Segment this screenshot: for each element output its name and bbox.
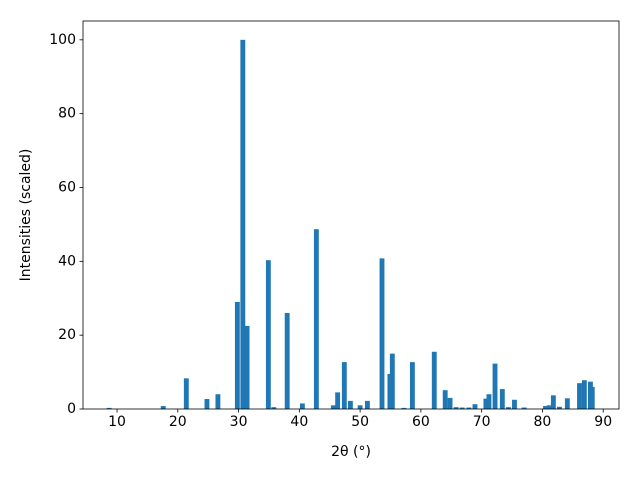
bar xyxy=(106,407,112,409)
bar xyxy=(564,398,570,409)
bar xyxy=(379,258,385,409)
bar xyxy=(204,399,210,409)
bar xyxy=(313,229,319,409)
bar xyxy=(466,407,472,409)
bar xyxy=(401,407,407,409)
bar xyxy=(577,383,582,409)
bar xyxy=(215,394,221,409)
x-tick-label: 70 xyxy=(473,414,491,430)
bar xyxy=(364,400,370,409)
y-tick-label: 20 xyxy=(58,327,76,343)
bar xyxy=(330,405,336,409)
bar xyxy=(244,325,250,409)
bar xyxy=(335,392,341,409)
bar xyxy=(271,407,277,409)
bar xyxy=(486,394,492,409)
bar xyxy=(589,386,595,409)
bar xyxy=(472,404,478,409)
axes-frame xyxy=(82,20,620,410)
x-tick-label: 30 xyxy=(230,414,248,430)
bar xyxy=(581,380,587,409)
bar xyxy=(505,407,511,409)
bar xyxy=(447,397,453,409)
bar xyxy=(459,407,465,409)
x-tick-label: 10 xyxy=(108,414,126,430)
bar xyxy=(160,406,166,409)
y-axis-label: Intensities (scaled) xyxy=(18,149,34,282)
x-tick-label: 90 xyxy=(594,414,612,430)
bar xyxy=(550,395,556,409)
x-tick-label: 40 xyxy=(290,414,308,430)
x-tick-label: 20 xyxy=(169,414,187,430)
bar xyxy=(389,353,395,409)
y-tick-label: 80 xyxy=(58,106,76,122)
bar xyxy=(557,406,562,409)
x-axis-label: 2θ (°) xyxy=(331,444,371,460)
bar xyxy=(442,390,448,409)
bar xyxy=(341,362,347,409)
bar xyxy=(431,351,437,409)
bar xyxy=(357,405,363,409)
bar xyxy=(499,389,505,409)
bar xyxy=(483,398,489,409)
bar xyxy=(512,399,517,409)
bar xyxy=(521,407,527,409)
bar xyxy=(240,39,246,409)
bar xyxy=(543,406,548,409)
bar xyxy=(299,403,305,409)
bar xyxy=(546,405,552,409)
x-tick-label: 60 xyxy=(412,414,430,430)
bar xyxy=(409,362,415,409)
y-tick-label: 100 xyxy=(49,32,76,48)
x-tick-label: 80 xyxy=(534,414,552,430)
bar xyxy=(347,400,353,409)
bar xyxy=(284,313,290,409)
x-tick-label: 50 xyxy=(351,414,369,430)
bar xyxy=(183,378,189,409)
bar xyxy=(234,301,240,409)
y-tick-label: 0 xyxy=(67,401,76,417)
bar xyxy=(453,407,459,409)
bar xyxy=(492,363,498,409)
bar xyxy=(265,260,271,409)
y-tick-label: 60 xyxy=(58,179,76,195)
y-tick-label: 40 xyxy=(58,253,76,269)
